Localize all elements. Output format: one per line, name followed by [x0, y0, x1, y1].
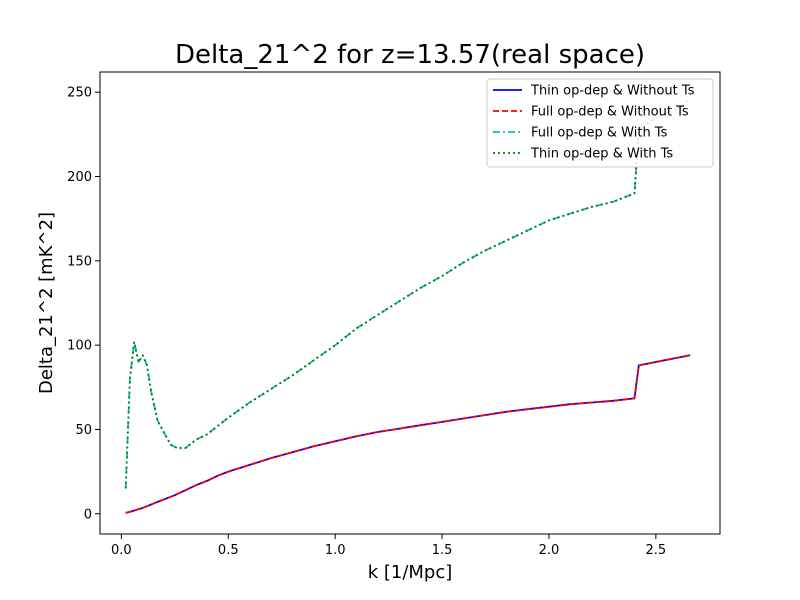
legend: Thin op-dep & Without Ts Full op-dep & Wi… [486, 78, 714, 168]
chart-title: Delta_21^2 for z=13.57(real space) [175, 40, 645, 70]
y-tick-label: 100 [67, 339, 92, 354]
series-line-2 [125, 354, 691, 514]
y-tick-label: 50 [75, 423, 92, 438]
x-tick-label: 2.0 [539, 543, 560, 558]
series-line-4 [124, 98, 691, 489]
x-tick-label: 0.5 [218, 543, 239, 558]
y-tick-label: 150 [67, 254, 92, 269]
x-tick-label: 1.0 [325, 543, 346, 558]
y-tick-label: 0 [84, 507, 92, 522]
legend-label-4: Thin op-dep & With Ts [530, 147, 673, 162]
y-tick-label: 250 [67, 86, 92, 101]
x-axis-ticks: 0.0 0.5 1.0 1.5 2.0 2.5 [111, 534, 666, 558]
y-axis-ticks: 0 50 100 150 200 250 [67, 86, 100, 522]
y-axis-label: Delta_21^2 [mK^2] [36, 212, 57, 394]
x-axis-label: k [1/Mpc] [368, 562, 453, 583]
y-tick-label: 200 [67, 170, 92, 185]
legend-label-3: Full op-dep & With Ts [531, 126, 668, 141]
legend-label-1: Thin op-dep & Without Ts [530, 84, 695, 99]
legend-box [486, 78, 714, 168]
axes-frame [99, 71, 721, 535]
legend-entries: Thin op-dep & Without Ts Full op-dep & Wi… [493, 84, 695, 162]
plot-area: 0.0 0.5 1.0 1.5 2.0 2.5 0 50 100 150 200 250 [67, 71, 721, 558]
series-line-1 [125, 354, 691, 514]
x-tick-label: 1.5 [432, 543, 453, 558]
legend-label-2: Full op-dep & Without Ts [531, 105, 689, 120]
x-tick-label: 2.5 [646, 543, 667, 558]
x-tick-label: 0.0 [111, 543, 132, 558]
series-layer [124, 98, 691, 514]
